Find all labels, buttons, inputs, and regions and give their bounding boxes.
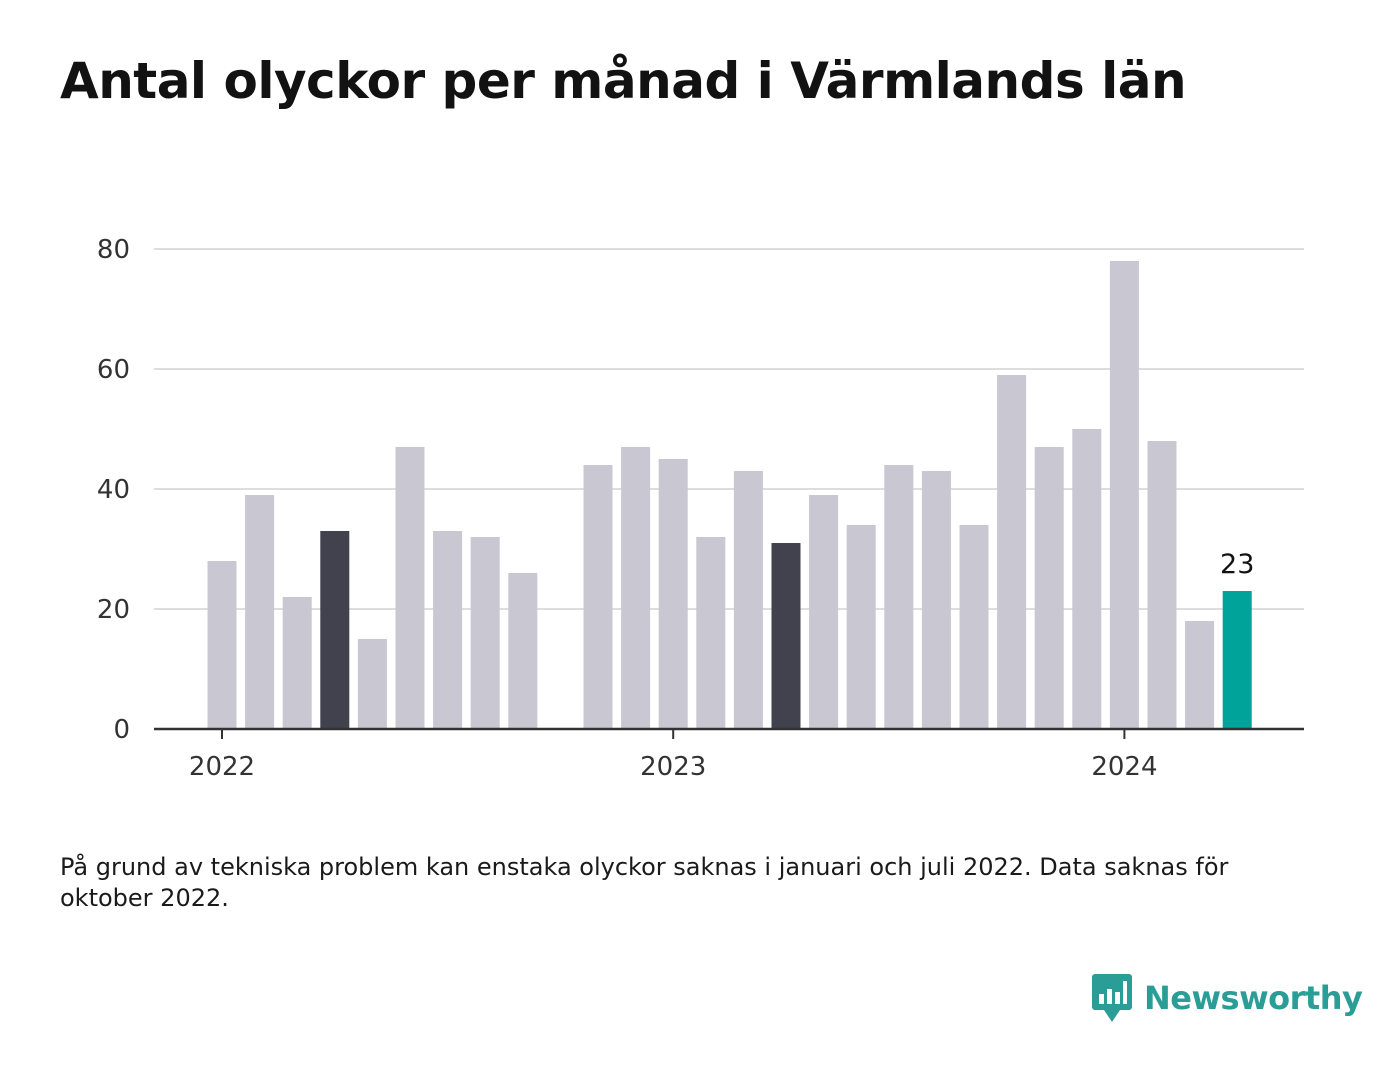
bar-2023-12 xyxy=(1072,429,1102,729)
bar-2022-07 xyxy=(433,531,463,729)
y-tick-label: 40 xyxy=(97,475,130,505)
bar-2023-02 xyxy=(696,537,726,729)
bar-2024-03 xyxy=(1185,621,1215,729)
bar-2023-08 xyxy=(921,471,951,729)
bar-2023-04 xyxy=(771,543,801,729)
y-tick-label: 0 xyxy=(113,715,130,745)
bar-2023-05 xyxy=(809,495,839,729)
y-tick-label: 80 xyxy=(97,235,130,265)
bar-2024-02 xyxy=(1147,441,1177,729)
chart-title: Antal olyckor per månad i Värmlands län xyxy=(60,52,1187,110)
data-label: 23 xyxy=(1220,549,1254,580)
brand-name: Newsworthy xyxy=(1144,979,1363,1017)
y-tick-label: 60 xyxy=(97,355,130,385)
bar-2022-11 xyxy=(583,465,613,729)
newsworthy-logo[interactable]: Newsworthy xyxy=(1090,970,1363,1026)
x-tick-label: 2023 xyxy=(640,752,706,782)
y-axis-ticks: 0 20 40 60 80 xyxy=(97,235,130,745)
x-axis-ticks: 2022 2023 2024 xyxy=(189,729,1157,782)
bar-2023-11 xyxy=(1034,447,1064,729)
bar-2023-06 xyxy=(846,525,876,729)
chart-footnote: På grund av tekniska problem kan enstaka… xyxy=(60,853,1229,912)
newsworthy-logo-icon xyxy=(1092,974,1132,1022)
y-tick-label: 20 xyxy=(97,595,130,625)
bar-2023-09 xyxy=(959,525,989,729)
bar-2022-02 xyxy=(245,495,275,729)
bar-2023-01 xyxy=(658,459,688,729)
bar-2022-01 xyxy=(207,561,237,729)
x-tick-label: 2024 xyxy=(1091,752,1157,782)
bar-2022-08 xyxy=(470,537,500,729)
bar-2022-05 xyxy=(357,639,387,729)
bar-2024-04 xyxy=(1222,591,1252,729)
bar-2022-04 xyxy=(320,531,350,729)
bar-2023-10 xyxy=(997,375,1027,729)
bar-chart: 0 20 40 60 80 23 2022 2023 2024 xyxy=(97,235,1304,782)
bar-2022-12 xyxy=(621,447,651,729)
bars xyxy=(207,261,1252,729)
bar-2022-06 xyxy=(395,447,425,729)
x-tick-label: 2022 xyxy=(189,752,255,782)
bar-2024-01 xyxy=(1109,261,1139,729)
bar-2022-03 xyxy=(282,597,312,729)
bar-2023-07 xyxy=(884,465,914,729)
bar-2022-09 xyxy=(508,573,538,729)
bar-2023-03 xyxy=(733,471,763,729)
data-labels: 23 xyxy=(1220,549,1254,580)
